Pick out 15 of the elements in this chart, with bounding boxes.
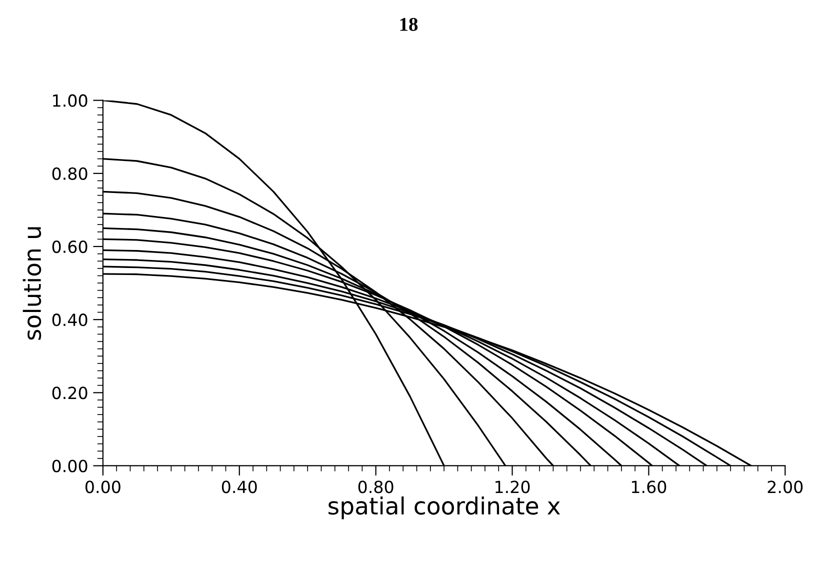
y-axis-title: solution u	[22, 227, 42, 340]
y-tick-label: 0.20	[52, 386, 88, 400]
text: 18	[400, 18, 418, 31]
y-tick-label: 1.00	[53, 94, 88, 107]
x-tick-label: 0.40	[222, 480, 257, 494]
x-tick-label: 1.20	[496, 480, 530, 494]
x-axis-title: spatial coordinate x	[328, 496, 560, 520]
x-tick-label: 0.00	[85, 480, 120, 494]
y-tick-label: 0.60	[52, 240, 88, 254]
y-tick-label: 0.80	[52, 167, 88, 180]
x-tick-label: 2.00	[768, 480, 803, 494]
y-tick-label: 0.00	[52, 460, 88, 472]
x-tick-label: 1.60	[632, 480, 666, 494]
x-tick-label: 0.80	[358, 480, 394, 494]
y-tick-label: 0.40	[52, 314, 88, 326]
